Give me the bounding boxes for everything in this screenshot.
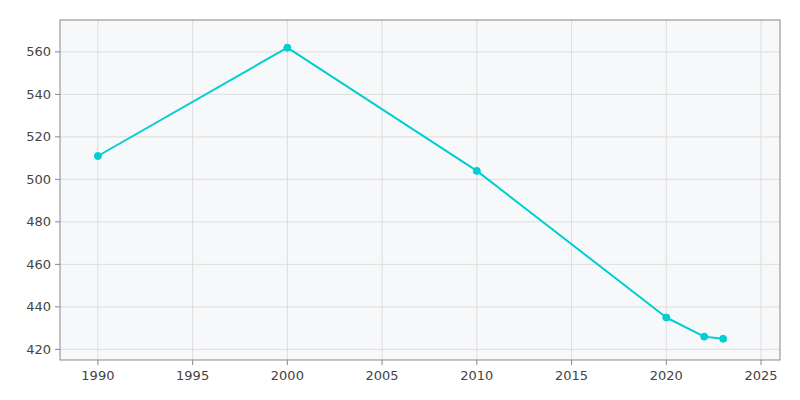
data-point (284, 44, 291, 51)
tick-label-x: 2025 (745, 368, 778, 383)
tick-mark-y (55, 264, 60, 265)
tick-label-x: 2010 (460, 368, 493, 383)
tick-mark-y (55, 136, 60, 137)
data-point (720, 335, 727, 342)
series-line (98, 48, 723, 339)
grid-line-x (287, 20, 288, 360)
grid-line-y (60, 94, 780, 95)
grid-line-x (97, 20, 98, 360)
chart-container: 1990 1995 2000 2005 2010 2015 2020 2025 420 440 46… (0, 0, 800, 400)
grid (60, 20, 780, 360)
tick-label-x: 2000 (271, 368, 304, 383)
tick-label-x: 2015 (555, 368, 588, 383)
tick-mark-y (55, 306, 60, 307)
grid-line-x (476, 20, 477, 360)
tick-label-y: 540 (26, 87, 51, 102)
data-point (94, 153, 101, 160)
grid-line-y (60, 51, 780, 52)
tick-label-x: 1995 (176, 368, 209, 383)
plot-background (60, 20, 780, 360)
tick-mark-y (55, 179, 60, 180)
tick-label-y: 560 (26, 44, 51, 59)
tick-mark-x (571, 360, 572, 365)
data-point (473, 167, 480, 174)
grid-line-y (60, 179, 780, 180)
tick-mark-x (476, 360, 477, 365)
grid-line-y (60, 221, 780, 222)
chart-svg: 1990 1995 2000 2005 2010 2015 2020 2025 420 440 46… (0, 0, 800, 400)
tick-mark-x (382, 360, 383, 365)
grid-line-y (60, 136, 780, 137)
tick-mark-y (55, 51, 60, 52)
data-point (701, 333, 708, 340)
tick-mark-x (97, 360, 98, 365)
grid-line-x (571, 20, 572, 360)
series (94, 44, 726, 342)
tick-label-y: 520 (26, 129, 51, 144)
grid-line-x (382, 20, 383, 360)
ticks: 1990 1995 2000 2005 2010 2015 2020 2025 420 440 46… (26, 44, 777, 383)
tick-mark-y (55, 221, 60, 222)
tick-label-y: 460 (26, 257, 51, 272)
grid-line-x (761, 20, 762, 360)
grid-line-x (192, 20, 193, 360)
tick-label-x: 2020 (650, 368, 683, 383)
tick-label-y: 420 (26, 342, 51, 357)
tick-mark-x (287, 360, 288, 365)
tick-mark-x (761, 360, 762, 365)
grid-line-x (666, 20, 667, 360)
grid-line-y (60, 264, 780, 265)
tick-label-y: 440 (26, 299, 51, 314)
tick-mark-y (55, 94, 60, 95)
grid-line-y (60, 349, 780, 350)
tick-label-y: 480 (26, 214, 51, 229)
tick-mark-x (666, 360, 667, 365)
tick-mark-x (192, 360, 193, 365)
tick-label-x: 2005 (366, 368, 399, 383)
tick-label-x: 1990 (81, 368, 114, 383)
grid-line-y (60, 306, 780, 307)
plot-frame (60, 20, 780, 360)
data-point (663, 314, 670, 321)
tick-label-y: 500 (26, 172, 51, 187)
tick-mark-y (55, 349, 60, 350)
